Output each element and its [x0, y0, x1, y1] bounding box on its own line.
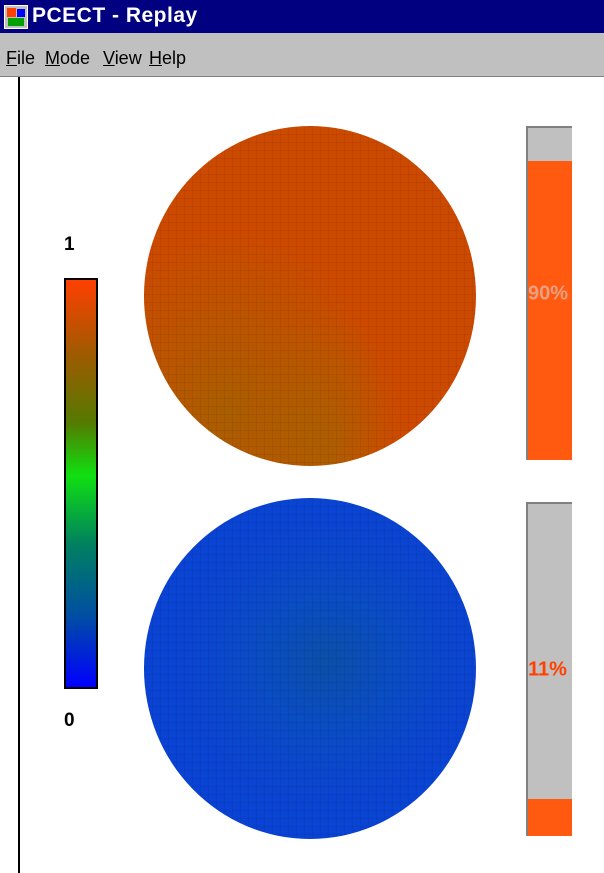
title-bar[interactable]: PCECT - Replay — [0, 0, 604, 33]
color-scale-bar — [64, 278, 98, 689]
app-icon[interactable] — [4, 5, 28, 29]
menu-help[interactable]: Help — [149, 48, 187, 68]
bottom-gauge-fill — [528, 799, 572, 836]
bottom-gauge-label: 11% — [528, 658, 567, 681]
colorbar-min-label: 0 — [64, 710, 75, 731]
top-fraction-gauge: 90% — [526, 126, 572, 460]
top-gauge-fill — [528, 161, 572, 460]
tomogram-bottom-image — [144, 498, 476, 839]
menu-view[interactable]: View — [103, 48, 142, 68]
menu-mode[interactable]: Mode — [45, 48, 91, 68]
window-title: PCECT - Replay — [32, 4, 198, 27]
menu-file[interactable]: File — [6, 48, 36, 68]
menu-bar: File Mode View Help — [0, 33, 604, 77]
bottom-fraction-gauge: 11% — [526, 502, 572, 836]
colorbar-max-label: 1 — [64, 234, 75, 255]
client-area: 1 0 90% 11% — [18, 77, 604, 873]
top-gauge-label: 90% — [528, 282, 569, 305]
tomogram-top-image — [144, 126, 476, 466]
